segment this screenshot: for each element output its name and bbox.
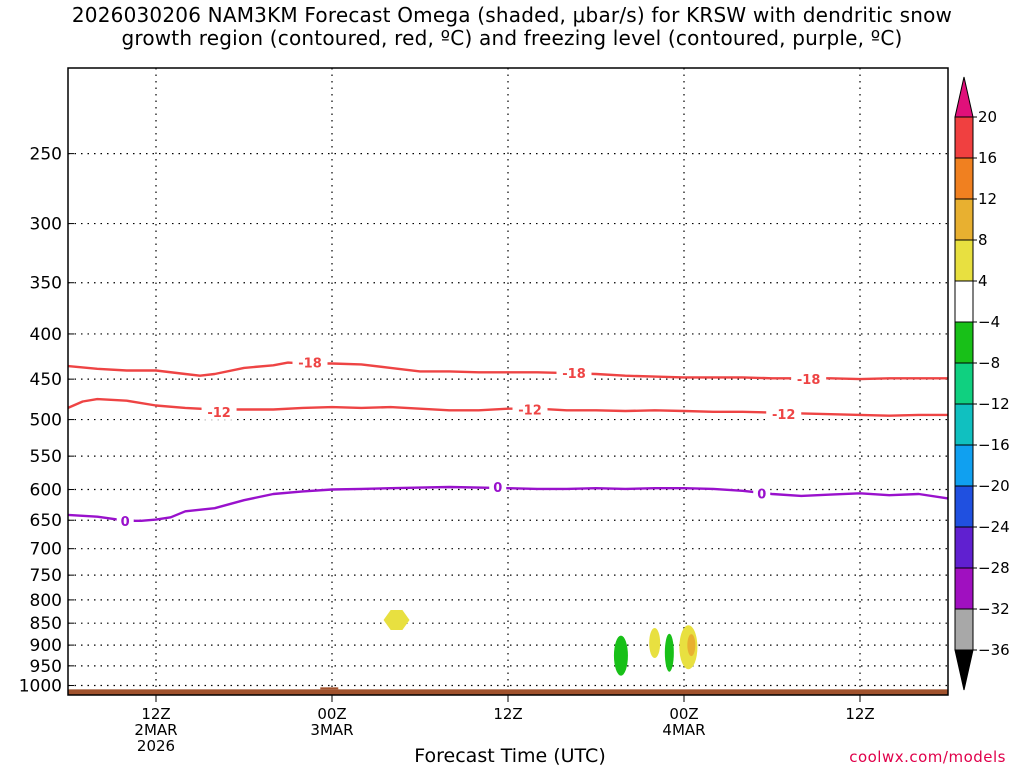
- contour-label-bg-1-2: [766, 406, 802, 423]
- y-tick-label-650: 650: [30, 511, 62, 531]
- chart-title-line-2: growth region (contoured, red, ºC) and f…: [121, 26, 903, 50]
- contour-label-bg-0-2: [791, 371, 827, 388]
- y-tick-label-850: 850: [30, 614, 62, 634]
- colorbar-bin-10: [954, 526, 974, 569]
- chart-title-line-1: 2026030206 NAM3KM Forecast Omega (shaded…: [71, 3, 953, 27]
- x-tick-label-1-0: 00Z: [317, 705, 346, 723]
- contour-label-2-0: 0: [121, 515, 130, 530]
- colorbar-tick-label-12: −32: [978, 600, 1010, 618]
- colorbar-tick-label-3: 8: [978, 231, 988, 249]
- chart-title: 2026030206 NAM3KM Forecast Omega (shaded…: [0, 4, 1024, 50]
- y-tick-label-950: 950: [30, 657, 62, 677]
- omega-shading: [383, 609, 698, 676]
- colorbar-under-arrow: [954, 649, 974, 691]
- colorbar-tick-label-2: 12: [978, 190, 997, 208]
- y-tick-label-800: 800: [30, 591, 62, 611]
- y-tick-label-400: 400: [30, 325, 62, 345]
- contour-label-bg-0-0: [292, 354, 328, 371]
- y-tick-label-350: 350: [30, 274, 62, 294]
- colorbar-tick-label-5: −4: [978, 313, 1000, 331]
- contour-label-2-1: 0: [493, 481, 502, 496]
- omega-feature-5: [687, 634, 696, 657]
- colorbar-bin-7: [954, 403, 974, 446]
- colorbar-tick-label-6: −8: [978, 354, 1000, 372]
- y-tick-label-600: 600: [30, 481, 62, 501]
- colorbar-tick-label-11: −28: [978, 559, 1010, 577]
- y-tick-label-450: 450: [30, 370, 62, 390]
- contour-label-bg-1-1: [512, 401, 548, 418]
- colorbar-bin-5: [954, 321, 974, 364]
- contour-label-bg-2-1: [489, 478, 507, 495]
- contour-label-bg-2-0: [116, 512, 134, 529]
- contour-lines: -18 -18 -18 -12 -12 -12 0 0 0: [67, 354, 949, 530]
- colorbar-bin-6: [954, 362, 974, 405]
- colorbar-tick-label-4: 4: [978, 272, 988, 290]
- colorbar-tick-label-13: −36: [978, 641, 1010, 659]
- x-tick-label-3-0: 00Z: [669, 705, 698, 723]
- omega-feature-0: [383, 609, 410, 630]
- colorbar-tick-label-8: −16: [978, 436, 1010, 454]
- omega-feature-3: [664, 633, 674, 672]
- contour-line-2: [67, 485, 949, 522]
- colorbar-bin-4: [954, 280, 974, 323]
- contour-label-1-1: -12: [518, 403, 542, 418]
- colorbar-bin-9: [954, 485, 974, 528]
- x-axis-label: Forecast Time (UTC): [414, 745, 606, 767]
- x-tick-label-3-1: 4MAR: [662, 721, 705, 739]
- contour-label-0-1: -18: [562, 367, 586, 382]
- site-credit: coolwx.com/models: [849, 748, 1006, 766]
- contour-label-bg-0-1: [556, 365, 592, 382]
- contour-label-1-2: -12: [772, 408, 796, 423]
- colorbar-tick-label-1: 16: [978, 149, 997, 167]
- y-tick-label-550: 550: [30, 447, 62, 467]
- x-tick-label-0-1: 2MAR: [134, 721, 177, 739]
- colorbar-bin-2: [954, 198, 974, 241]
- colorbar-bin-1: [954, 157, 974, 200]
- y-tick-label-500: 500: [30, 411, 62, 431]
- surface-fill: [68, 689, 948, 695]
- omega-feature-2: [649, 627, 661, 658]
- colorbar-tick-label-0: 20: [978, 108, 997, 126]
- surface-terrain: [68, 687, 948, 695]
- y-axis-ticks: 2503003504004505005506006507007508008509…: [19, 145, 74, 697]
- y-tick-label-700: 700: [30, 540, 62, 560]
- colorbar-bin-8: [954, 444, 974, 487]
- colorbar-bin-0: [954, 116, 974, 159]
- omega-feature-1: [613, 635, 628, 676]
- colorbar-over-arrow: [954, 76, 974, 118]
- colorbar-tick-label-7: −12: [978, 395, 1010, 413]
- contour-label-bg-1-0: [201, 403, 237, 420]
- colorbar-tick-label-10: −24: [978, 518, 1010, 536]
- colorbar-bin-11: [954, 567, 974, 610]
- contour-label-0-2: -18: [797, 373, 821, 388]
- contour-label-1-0: -12: [207, 406, 231, 421]
- contour-label-bg-2-2: [753, 485, 771, 502]
- x-tick-label-4-0: 12Z: [845, 705, 874, 723]
- contour-label-2-2: 0: [757, 487, 766, 502]
- colorbar-tick-label-9: −20: [978, 477, 1010, 495]
- contour-label-0-0: -18: [298, 357, 322, 372]
- y-tick-label-750: 750: [30, 566, 62, 586]
- y-tick-label-1000: 1000: [19, 677, 62, 697]
- x-tick-label-2-0: 12Z: [493, 705, 522, 723]
- x-tick-label-0-2: 2026: [137, 737, 175, 755]
- y-tick-label-300: 300: [30, 215, 62, 235]
- omega-colorbar: 20 16 12 8 4 −4 −8 −12 −16 −20 −24 −28 −32 −36: [954, 76, 1010, 691]
- x-tick-label-1-1: 3MAR: [310, 721, 353, 739]
- colorbar-bin-12: [954, 608, 974, 651]
- grid-lines: [68, 68, 948, 695]
- colorbar-bin-3: [954, 239, 974, 282]
- x-tick-label-0-0: 12Z: [141, 705, 170, 723]
- y-tick-label-250: 250: [30, 145, 62, 165]
- surface-bump: [320, 687, 339, 690]
- y-tick-label-900: 900: [30, 636, 62, 656]
